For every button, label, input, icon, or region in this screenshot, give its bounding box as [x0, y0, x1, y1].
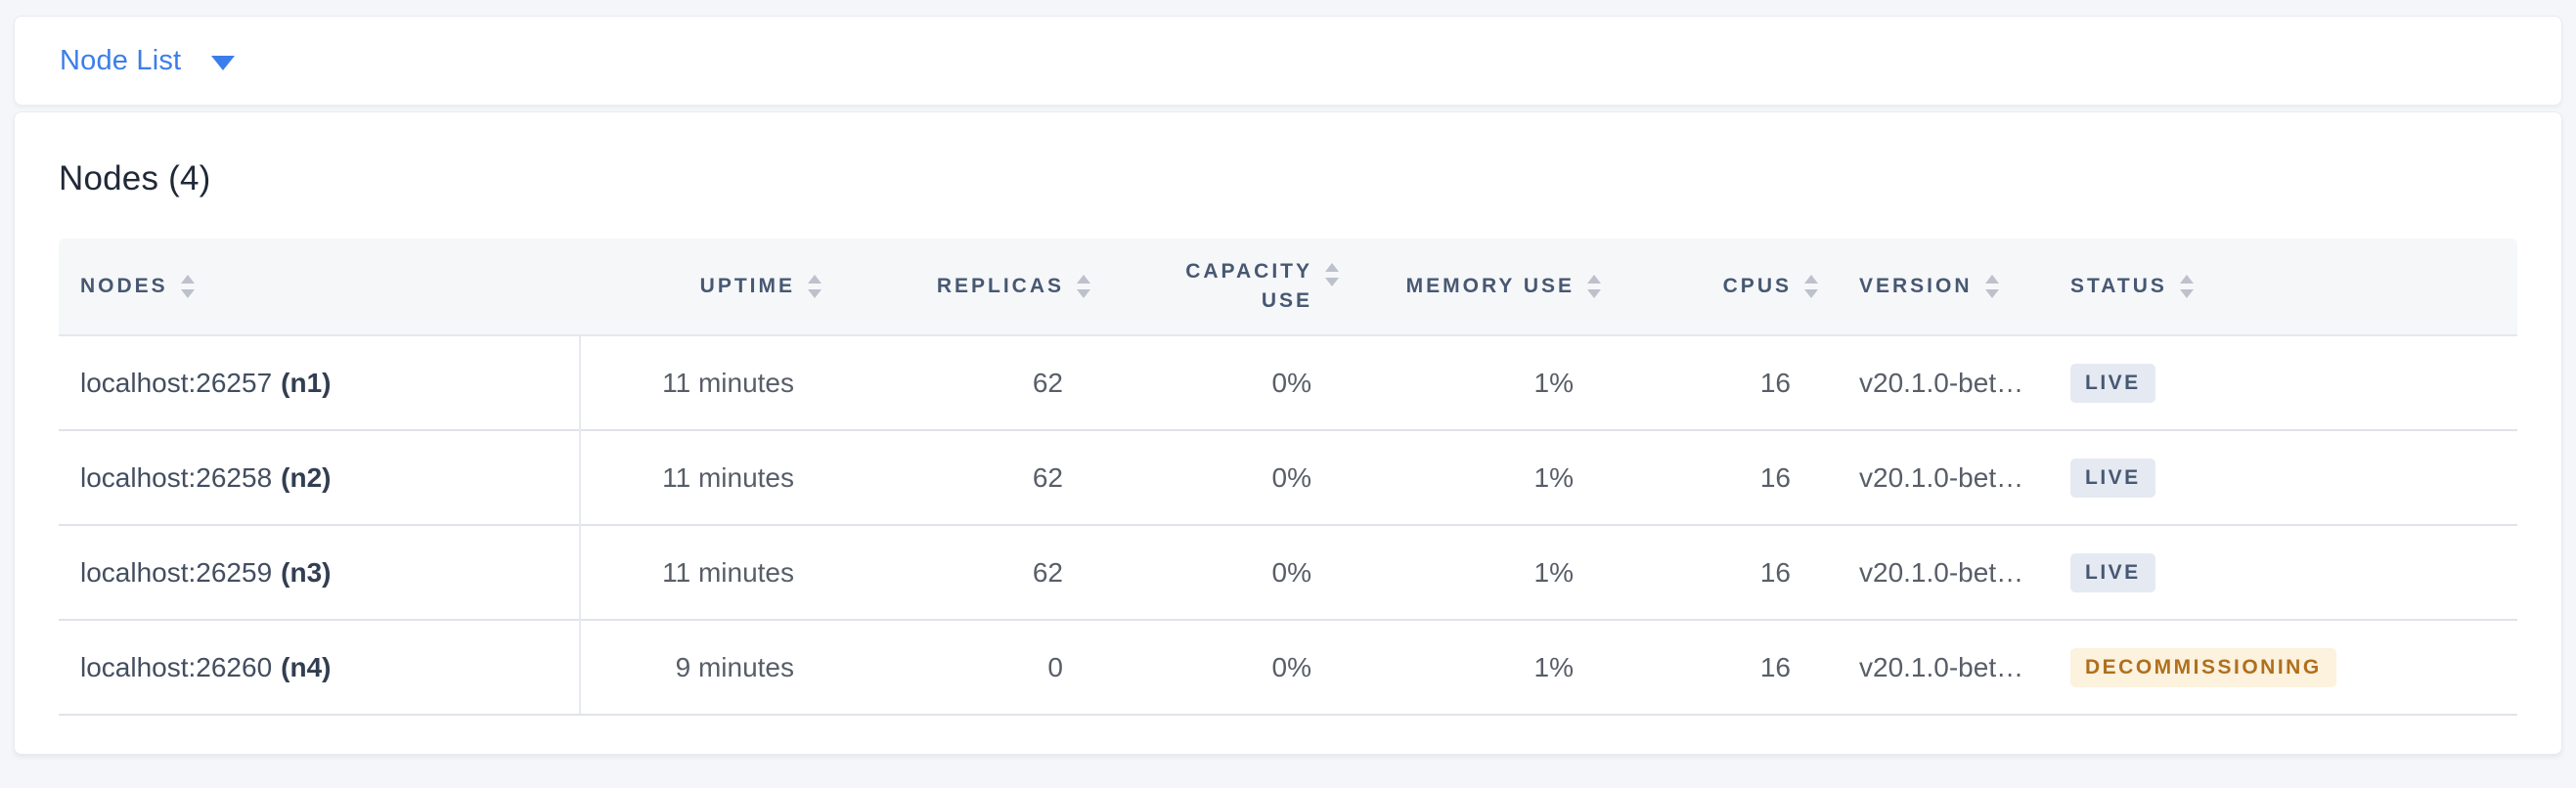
column-header-label: REPLICAS	[936, 275, 1064, 297]
capacity-use-cell: 0%	[1271, 461, 1311, 493]
table-row-n2[interactable]: localhost:26258 (n2) 11 minutes 62 0% 1% …	[59, 431, 2517, 526]
nodes-panel: Nodes (4) NODES UPTIME REPLICAS CAPACITY…	[14, 111, 2562, 755]
table-body: localhost:26257 (n1) 11 minutes 62 0% 1% …	[59, 336, 2517, 716]
node-address-cell[interactable]: localhost:26260 (n4)	[59, 652, 579, 683]
memory-use-cell: 1%	[1533, 651, 1574, 682]
column-header-capacity-use[interactable]: CAPACITY USE	[1096, 239, 1345, 334]
nodes-column-divider	[579, 336, 581, 714]
node-list-dropdown-label: Node List	[60, 44, 182, 76]
cpus-cell: 16	[1759, 651, 1791, 682]
table-row-n3[interactable]: localhost:26259 (n3) 11 minutes 62 0% 1% …	[59, 526, 2517, 621]
node-address: localhost:26259	[80, 556, 273, 588]
version-cell: v20.1.0-bet…	[1859, 461, 2024, 493]
status-badge: LIVE	[2070, 363, 2155, 403]
column-header-label: VERSION	[1859, 275, 1973, 297]
status-cell: LIVE	[2066, 363, 2517, 403]
column-header-uptime[interactable]: UPTIME	[579, 239, 827, 334]
memory-use-cell: 1%	[1533, 556, 1574, 588]
column-header-status[interactable]: STATUS	[2066, 239, 2517, 334]
capacity-use-cell: 0%	[1271, 367, 1311, 398]
capacity-use-cell: 0%	[1271, 651, 1311, 682]
status-cell: LIVE	[2066, 552, 2517, 592]
nodes-count-title: Nodes (4)	[59, 159, 211, 197]
version-cell: v20.1.0-bet…	[1859, 367, 2024, 398]
node-list-dropdown[interactable]: Node List	[60, 44, 236, 77]
sort-arrows-icon	[1804, 275, 1818, 298]
nodes-table: NODES UPTIME REPLICAS CAPACITY USE MEMOR…	[59, 239, 2517, 716]
sort-arrows-icon	[1984, 275, 1999, 298]
column-header-cpus[interactable]: CPUS	[1607, 239, 1824, 334]
caret-down-icon	[211, 55, 236, 70]
column-header-version[interactable]: VERSION	[1824, 239, 2066, 334]
status-cell: LIVE	[2066, 458, 2517, 498]
replicas-cell: 0	[1047, 651, 1063, 682]
replicas-cell: 62	[1032, 556, 1063, 588]
table-header-row: NODES UPTIME REPLICAS CAPACITY USE MEMOR…	[59, 239, 2517, 336]
status-badge: LIVE	[2070, 552, 2155, 592]
node-address-cell[interactable]: localhost:26257 (n1)	[59, 368, 579, 399]
view-selector-bar: Node List	[14, 16, 2562, 106]
node-id: (n2)	[281, 461, 332, 493]
cpus-cell: 16	[1759, 367, 1791, 398]
memory-use-cell: 1%	[1533, 367, 1574, 398]
node-address-cell[interactable]: localhost:26259 (n3)	[59, 557, 579, 589]
status-cell: DECOMMISSIONING	[2066, 647, 2517, 687]
cpus-cell: 16	[1759, 556, 1791, 588]
column-header-label: STATUS	[2070, 275, 2167, 297]
column-header-label: UPTIME	[699, 275, 795, 297]
replicas-cell: 62	[1032, 461, 1063, 493]
sort-arrows-icon	[1325, 263, 1339, 286]
status-badge: DECOMMISSIONING	[2070, 647, 2336, 687]
column-header-label: CAPACITY USE	[1185, 259, 1312, 312]
node-id: (n1)	[281, 367, 332, 398]
sort-arrows-icon	[1077, 275, 1090, 298]
column-header-memory-use[interactable]: MEMORY USE	[1345, 239, 1607, 334]
column-header-label: CPUS	[1722, 275, 1792, 297]
column-header-replicas[interactable]: REPLICAS	[827, 239, 1096, 334]
node-id: (n4)	[281, 651, 332, 682]
replicas-cell: 62	[1032, 367, 1063, 398]
version-cell: v20.1.0-bet…	[1859, 556, 2024, 588]
uptime-cell: 11 minutes	[662, 556, 794, 588]
uptime-cell: 11 minutes	[662, 367, 794, 398]
capacity-use-cell: 0%	[1271, 556, 1311, 588]
sort-arrows-icon	[180, 275, 195, 298]
table-row-n4[interactable]: localhost:26260 (n4) 9 minutes 0 0% 1% 16…	[59, 621, 2517, 716]
uptime-cell: 9 minutes	[675, 651, 794, 682]
column-header-label: NODES	[80, 275, 168, 297]
column-header-nodes[interactable]: NODES	[59, 239, 579, 334]
cpus-cell: 16	[1759, 461, 1791, 493]
table-row-n1[interactable]: localhost:26257 (n1) 11 minutes 62 0% 1% …	[59, 336, 2517, 431]
uptime-cell: 11 minutes	[662, 461, 794, 493]
sort-arrows-icon	[1587, 275, 1601, 298]
node-address: localhost:26260	[80, 651, 273, 682]
sort-arrows-icon	[808, 275, 822, 298]
node-id: (n3)	[281, 556, 332, 588]
column-header-label: MEMORY USE	[1405, 275, 1575, 297]
version-cell: v20.1.0-bet…	[1859, 651, 2024, 682]
node-address: localhost:26257	[80, 367, 273, 398]
memory-use-cell: 1%	[1533, 461, 1574, 493]
sort-arrows-icon	[2179, 275, 2194, 298]
node-address: localhost:26258	[80, 461, 273, 493]
node-address-cell[interactable]: localhost:26258 (n2)	[59, 462, 579, 494]
node-list-page: { "view_selector": { "label": "Node List…	[0, 16, 2576, 788]
status-badge: LIVE	[2070, 458, 2155, 498]
